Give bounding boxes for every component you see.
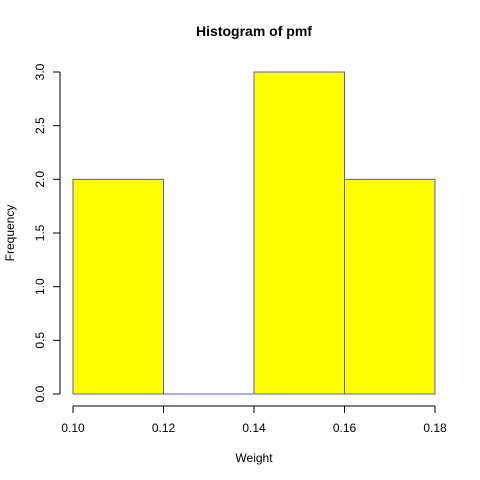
y-tick-label: 1.5 [33, 224, 47, 241]
y-tick-label: 2.0 [33, 171, 47, 188]
y-tick-label: 1.0 [33, 278, 47, 295]
x-axis-label: Weight [235, 451, 273, 465]
histogram-bar-0 [72, 178, 164, 395]
histogram-bar-3 [344, 178, 436, 395]
x-tick-label: 0.16 [333, 421, 357, 435]
x-tick-label: 0.10 [61, 421, 85, 435]
x-tick-label: 0.12 [152, 421, 176, 435]
y-tick-label: 0.5 [33, 332, 47, 349]
x-tick-label: 0.18 [423, 421, 447, 435]
y-tick-label: 3.0 [33, 63, 47, 80]
bars-group [72, 71, 436, 395]
y-axis: 0.0 0.5 1.0 1.5 2.0 2.5 3.0 [33, 63, 61, 402]
y-tick-label: 2.5 [33, 117, 47, 134]
y-axis-label: Frequency [3, 205, 17, 262]
x-axis: 0.10 0.12 0.14 0.16 0.18 [61, 405, 447, 435]
histogram-bar-2 [253, 71, 345, 395]
x-tick-label: 0.14 [242, 421, 266, 435]
chart-title: Histogram of pmf [196, 23, 312, 39]
y-tick-label: 0.0 [33, 385, 47, 402]
